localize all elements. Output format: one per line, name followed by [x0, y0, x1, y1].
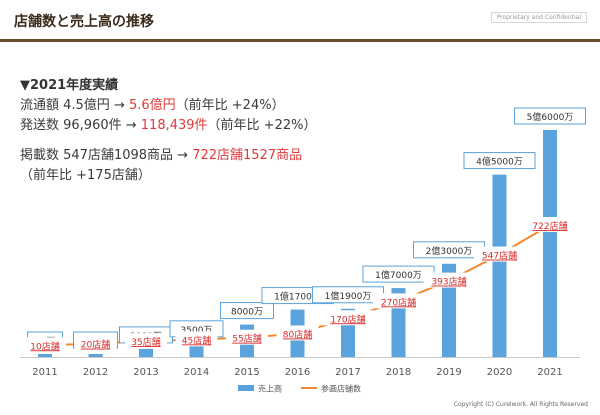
year-tick-label: 2020 — [487, 367, 512, 378]
sales-value-box — [514, 107, 586, 125]
store-value-label: 35店舗 — [131, 336, 160, 348]
year-tick-label: 2015 — [234, 367, 259, 378]
legend-sales-label: 売上高 — [258, 384, 282, 394]
sales-prefix: 流通額 4.5億円 → — [20, 98, 129, 113]
sales-bar — [543, 130, 557, 357]
summary-heading: ▼2021年度実績 — [20, 78, 119, 93]
store-value-label: 393店舗 — [431, 276, 466, 288]
store-value-box — [226, 329, 268, 345]
sales-value-label: 1億1900万 — [325, 290, 372, 302]
sales-value-box — [220, 302, 274, 320]
store-value-box — [74, 335, 117, 351]
year-tick-label: 2018 — [386, 367, 411, 378]
summary-line-listings: 掲載数 547店舗1098商品 → 722店舗1527商品 — [20, 146, 316, 166]
sales-value-label: 4億5000万 — [476, 156, 523, 168]
shipments-prefix: 発送数 96,960件 → — [20, 118, 141, 133]
store-value-label: 722店舗 — [532, 220, 567, 232]
sales-bar — [139, 348, 153, 357]
store-value-label: 45店舗 — [182, 334, 211, 346]
sales-value-label: 3500万 — [181, 326, 213, 336]
shipments-highlight: 118,439件 — [140, 118, 208, 133]
sales-bar — [492, 174, 507, 357]
year-tick-label: 2019 — [436, 367, 461, 378]
store-value-label: 170店舗 — [330, 313, 365, 325]
copyright-notice: Copyright (C) Curelwork. All Rights Rese… — [453, 401, 588, 408]
page-title: 店舗数と売上高の推移 — [14, 14, 154, 30]
sales-suffix: （前年比 +24%） — [175, 98, 285, 113]
year-tick-label: 2012 — [83, 367, 108, 378]
store-growth-text: （前年比 +175店舗） — [20, 168, 151, 183]
store-value-label: 80店舗 — [283, 328, 312, 340]
results-summary: ▼2021年度実績 流通額 4.5億円 → 5.6億円（前年比 +24%） 発送… — [20, 76, 316, 186]
store-value-box — [423, 272, 475, 288]
store-value-label: 20店舗 — [81, 339, 110, 351]
legend-store-label: 参画店舗数 — [321, 384, 361, 394]
store-value-box — [322, 310, 374, 326]
store-value-box — [373, 293, 424, 309]
year-tick-label: 2013 — [133, 367, 158, 378]
sales-bar — [88, 354, 103, 357]
sales-bar — [38, 354, 52, 357]
store-value-box — [524, 217, 576, 232]
store-value-box — [24, 337, 66, 353]
store-value-label: 547店舗 — [482, 250, 517, 262]
sales-value-label: 2億3000万 — [426, 245, 473, 257]
summary-line-shipments: 発送数 96,960件 → 118,439件（前年比 +22%） — [20, 116, 316, 136]
year-tick-label: 2017 — [335, 367, 360, 378]
sales-value-label: 8000万 — [231, 308, 263, 318]
title-divider — [0, 39, 600, 42]
listings-highlight: 722店舗1527商品 — [192, 148, 303, 163]
shipments-suffix: （前年比 +22%） — [207, 118, 317, 133]
watermark: Proprietary and Confidential — [490, 12, 587, 23]
store-value-label: 55店舗 — [232, 333, 261, 345]
year-tick-label: 2011 — [32, 367, 57, 378]
sales-value-label: 1億1700万 — [274, 291, 321, 303]
store-value-box — [474, 246, 525, 262]
store-value-box — [175, 331, 218, 347]
store-value-label: 270店舗 — [381, 296, 416, 308]
summary-line-store-growth: （前年比 +175店舗） — [20, 166, 316, 186]
sales-value-label: 5億6000万 — [527, 111, 574, 123]
sales-highlight: 5.6億円 — [128, 98, 176, 113]
legend-sales-swatch — [238, 385, 254, 391]
year-tick-label: 2021 — [537, 367, 562, 378]
store-value-label: 10店舗 — [30, 340, 59, 352]
store-value-box — [125, 333, 167, 349]
listings-prefix: 掲載数 547店舗1098商品 → — [20, 148, 193, 163]
sales-value-label: 1億7000万 — [375, 269, 422, 281]
summary-line-sales: 流通額 4.5億円 → 5.6億円（前年比 +24%） — [20, 96, 316, 116]
sales-value-box — [463, 152, 536, 170]
year-tick-label: 2014 — [184, 367, 209, 378]
store-value-box — [276, 325, 319, 341]
year-tick-label: 2016 — [285, 367, 310, 378]
